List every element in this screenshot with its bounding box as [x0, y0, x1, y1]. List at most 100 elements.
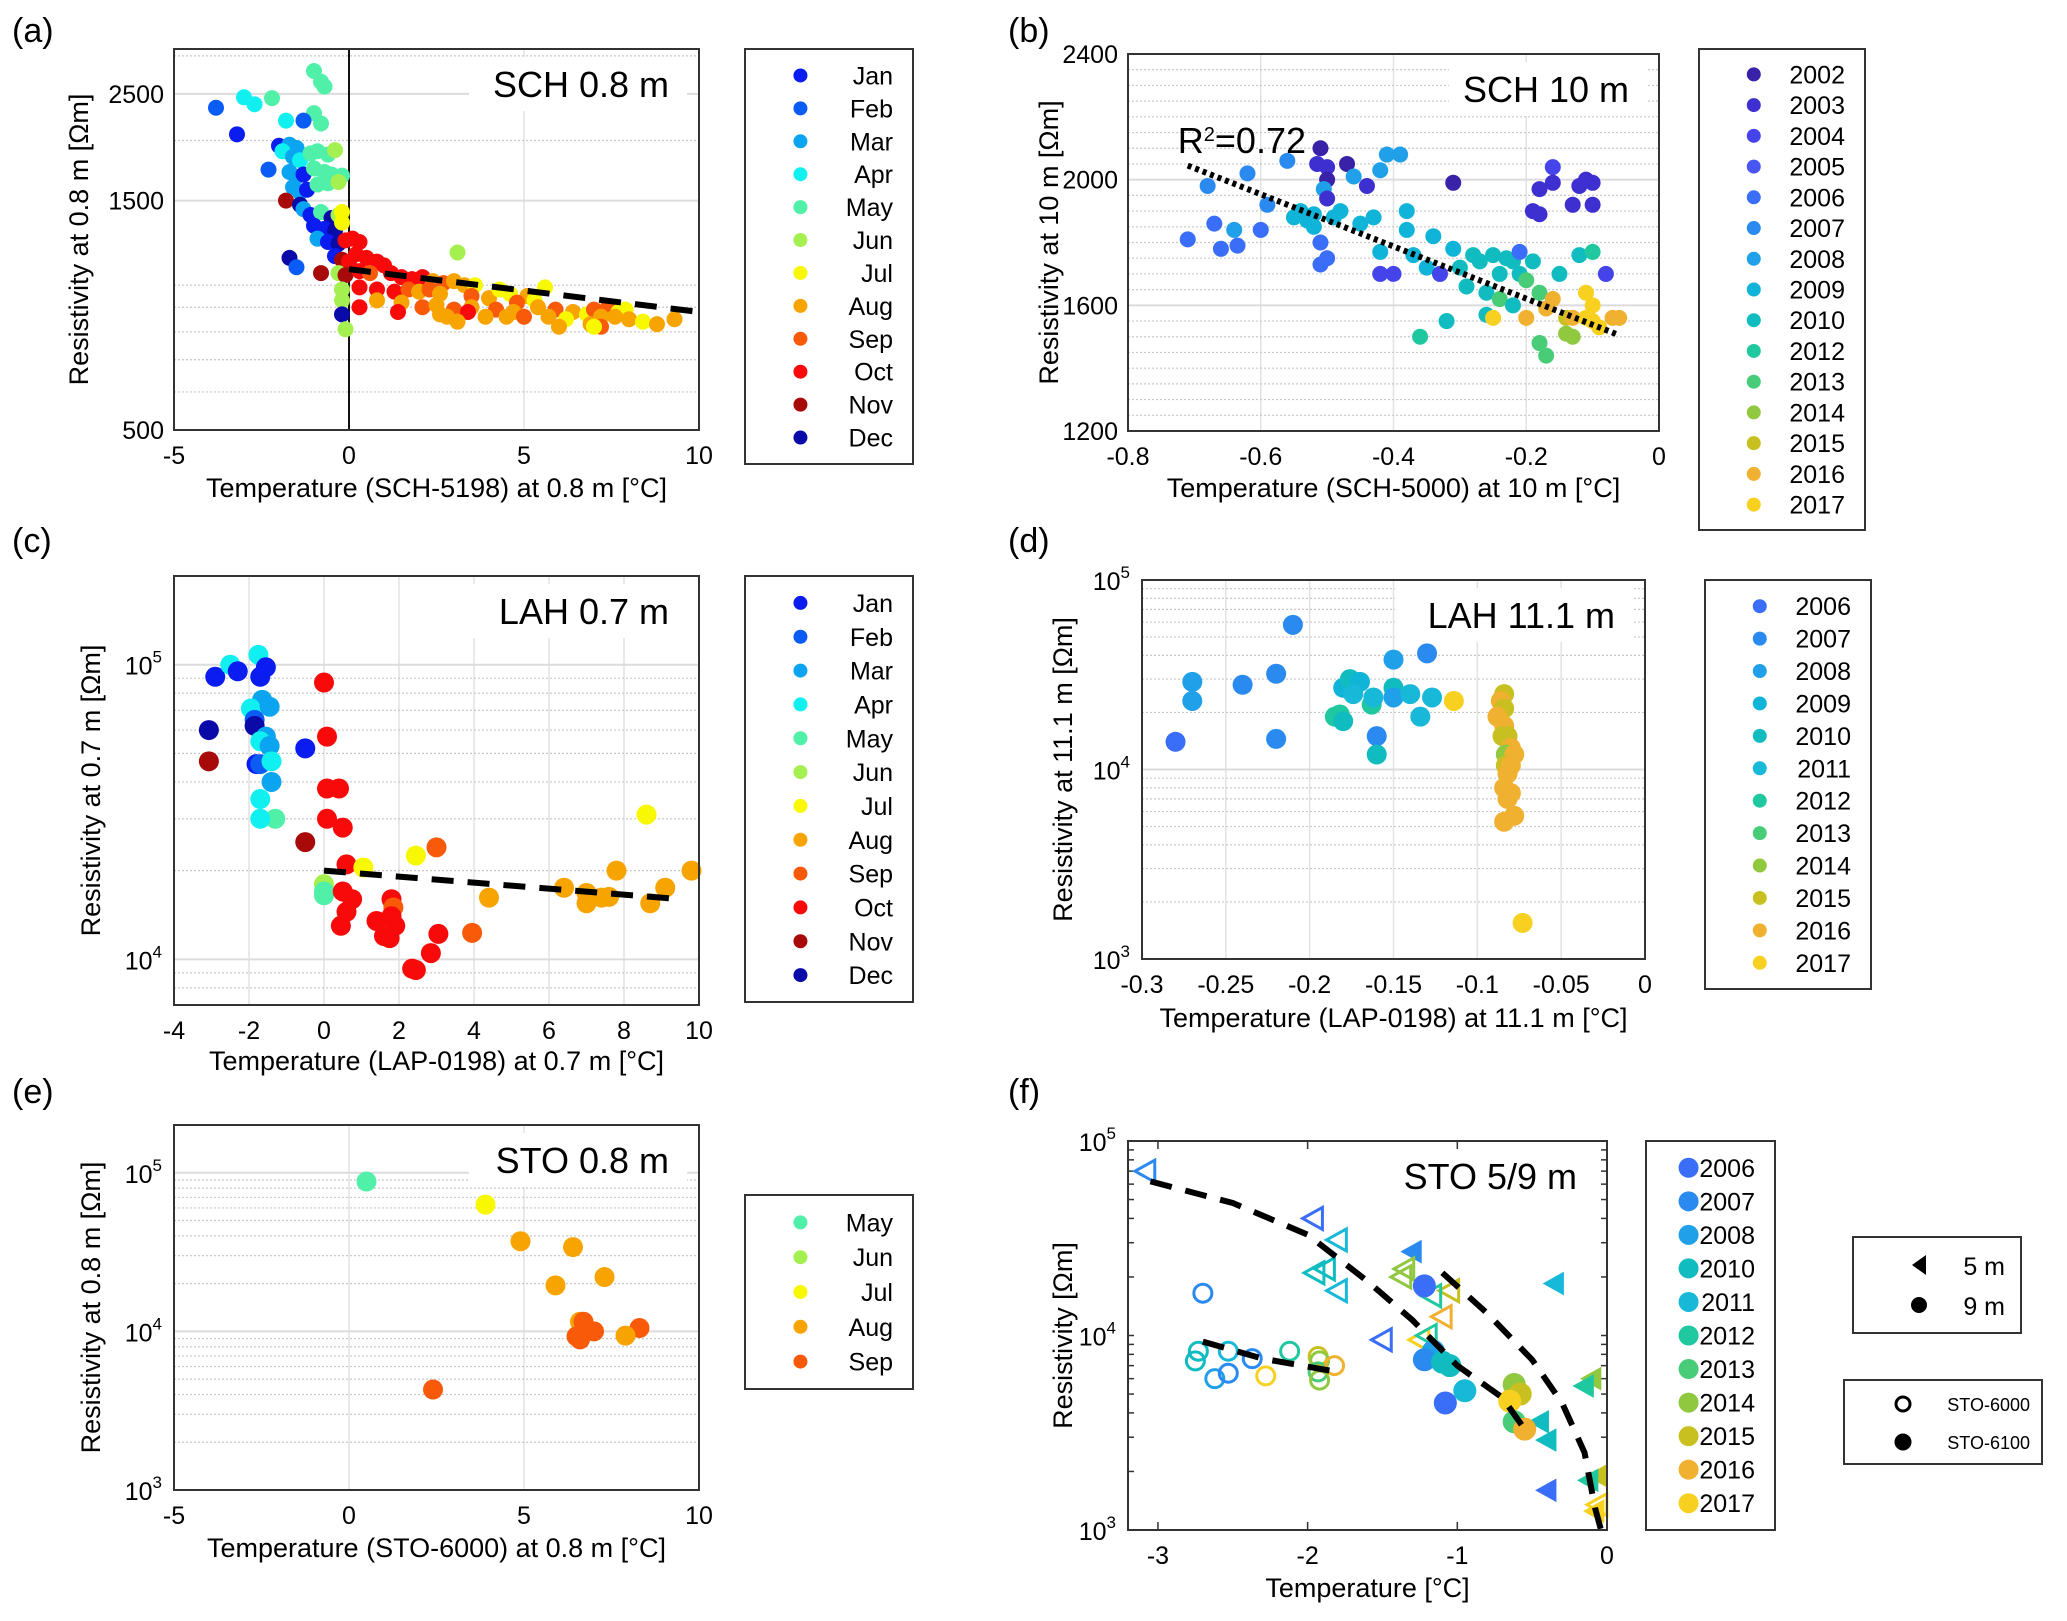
data-point: [1417, 643, 1438, 664]
data-point: [329, 778, 349, 799]
legend-label: Jul: [861, 1279, 893, 1307]
data-point: [607, 308, 623, 325]
data-point: [1279, 152, 1296, 169]
legend-marker: [1746, 282, 1761, 297]
legend-marker: [1752, 664, 1767, 679]
legend-marker: [1678, 1426, 1699, 1447]
legend-label: 2008: [1789, 246, 1845, 274]
data-point: [460, 303, 476, 320]
data-point: [278, 192, 294, 209]
legend-marker: [793, 629, 808, 644]
legend: Jan Feb Mar Apr May Jun Jul Aug Sep Oct Nov Dec: [744, 575, 914, 1003]
data-point: [666, 311, 683, 328]
data-point: [1392, 146, 1409, 163]
y-tick-label: 1200: [1062, 418, 1118, 446]
panel-label: (f): [1008, 1073, 1040, 1111]
legend-marker: [793, 1250, 808, 1265]
x-axis-label: Temperature (SCH-5000) at 10 m [°C]: [1167, 473, 1620, 503]
data-point: [1366, 726, 1387, 747]
legend-marker: [793, 731, 808, 746]
panel-b: (b) SCH 10 m R2=0.72 -0.8 -0.6 -0.4 -0.2 0 1200 1…: [1008, 12, 1866, 531]
y-axis-label: Resistivity at 11.1 m [Ωm]: [1048, 617, 1078, 922]
legend-label: 2007: [1699, 1188, 1755, 1216]
data-point: [1239, 165, 1256, 182]
data-point: [314, 885, 334, 906]
axes-box: [173, 575, 700, 1006]
legend-marker: [1746, 497, 1761, 512]
x-tick-label: -0.8: [1106, 443, 1149, 471]
legend-label: 2016: [1789, 461, 1845, 489]
data-point: [1206, 215, 1223, 232]
data-point: [1372, 162, 1389, 179]
data-point: [1584, 174, 1601, 191]
data-point: [414, 299, 431, 316]
panel-title: STO 0.8 m: [496, 1140, 669, 1181]
legend-label: Mar: [850, 128, 893, 156]
data-point: [1319, 250, 1336, 267]
legend-label: 2006: [1795, 593, 1851, 621]
legend-label: 2017: [1795, 950, 1851, 978]
legend-marker: [1746, 251, 1761, 266]
y-tick-label: 105: [1079, 1124, 1116, 1157]
data-point: [1611, 309, 1628, 326]
data-point: [1538, 347, 1555, 364]
legend-marker: [1746, 98, 1761, 113]
data-point: [1412, 328, 1429, 345]
data-point: [1544, 291, 1561, 308]
title-bg: [469, 57, 687, 111]
data-point: [428, 923, 449, 944]
y-tick-label: 105: [125, 648, 162, 681]
data-point: [1524, 253, 1541, 270]
x-axis-label: Temperature (LAP-0198) at 0.7 m [°C]: [209, 1046, 664, 1076]
data-point: [1584, 196, 1601, 213]
data-point: [369, 292, 385, 309]
panel-a: (a) SCH 0.8 m -5 0 5 10 500 1500 2500 Temperature…: [12, 12, 914, 503]
y-tick-label: 1600: [1062, 292, 1118, 320]
data-point: [1199, 177, 1216, 194]
legend-marker: [1678, 1459, 1699, 1480]
data-point: [261, 771, 282, 792]
data-point: [1584, 243, 1601, 260]
data-point-5m: [1299, 1204, 1324, 1232]
data-point-5m: [1428, 1303, 1453, 1331]
data-point: [250, 808, 271, 829]
data-point: [314, 672, 334, 693]
legend-marker: [793, 397, 808, 412]
data-point: [1372, 243, 1389, 260]
legend-label: 2011: [1701, 1289, 1755, 1317]
panel-label: (e): [12, 1073, 54, 1111]
data-point: [615, 1325, 636, 1346]
legend-marker: [1752, 858, 1767, 873]
marker-legend-label: 9 m: [1963, 1293, 2005, 1321]
data-point: [1252, 221, 1269, 238]
source-legend-label: STO-6000: [1947, 1395, 2030, 1415]
y-tick-label: 104: [125, 942, 162, 975]
legend-label: Apr: [854, 161, 893, 189]
data-point: [259, 696, 280, 717]
data-point: [1531, 181, 1548, 198]
data-point: [351, 299, 368, 316]
legend-marker: [1678, 1493, 1699, 1514]
legend-marker: [793, 200, 808, 215]
data-point: [366, 910, 387, 931]
data-point: [1564, 328, 1581, 345]
data-point: [1418, 259, 1435, 276]
data-point: [1179, 231, 1196, 248]
data-point: [317, 726, 337, 747]
y-axis-label: Resistivity at 0.8 m [Ωm]: [76, 1162, 106, 1454]
data-point-5m: [1323, 1226, 1348, 1254]
data-point-9m: [1217, 1340, 1239, 1362]
data-point: [594, 1267, 615, 1288]
panel-e: (e) STO 0.8 m -5 0 5 10 103 104 105 Temperature (…: [12, 1073, 914, 1563]
title-bg: [469, 1133, 687, 1187]
data-point: [1232, 674, 1253, 695]
x-tick-label: -0.05: [1533, 971, 1590, 999]
data-point: [1165, 731, 1186, 752]
legend-label: 2010: [1699, 1255, 1755, 1283]
y-tick-label: 500: [122, 417, 164, 445]
data-point: [462, 922, 483, 943]
data-point-9m: [1192, 1282, 1214, 1304]
y-tick-label: 104: [125, 1314, 162, 1347]
data-point: [1333, 711, 1354, 732]
x-tick-label: 6: [542, 1017, 556, 1045]
